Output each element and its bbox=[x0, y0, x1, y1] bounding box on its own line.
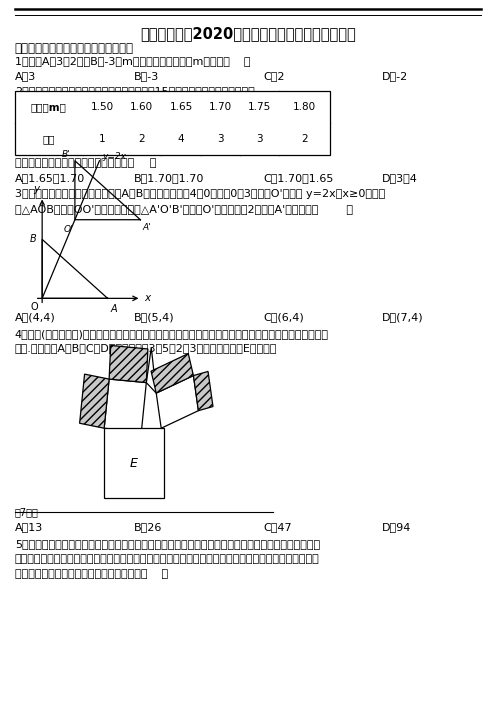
Text: y=2x: y=2x bbox=[102, 152, 126, 161]
Text: D: D bbox=[199, 386, 207, 396]
Text: 角形.若正方形A、B、C、D的边长分别是3、5、2、3，则最大正方形E的面积是: 角形.若正方形A、B、C、D的边长分别是3、5、2、3，则最大正方形E的面积是 bbox=[15, 343, 277, 353]
Text: O': O' bbox=[64, 225, 73, 234]
Polygon shape bbox=[104, 379, 146, 432]
Text: D．(7,4): D．(7,4) bbox=[382, 312, 424, 322]
Text: 1.60: 1.60 bbox=[130, 102, 153, 112]
Text: C．(6,4): C．(6,4) bbox=[263, 312, 304, 322]
Text: B．1.70，1.70: B．1.70，1.70 bbox=[134, 173, 204, 183]
Text: 第7题图: 第7题图 bbox=[15, 507, 39, 517]
Text: A': A' bbox=[143, 223, 151, 232]
Text: 一、选择题（每题只有一个答案正确）: 一、选择题（每题只有一个答案正确） bbox=[15, 42, 134, 55]
Text: 1.75: 1.75 bbox=[248, 102, 271, 112]
Text: C．47: C．47 bbox=[263, 522, 292, 531]
Polygon shape bbox=[109, 345, 148, 383]
Text: A．3: A．3 bbox=[15, 71, 36, 81]
Text: B: B bbox=[125, 359, 132, 369]
Text: 1．若点A（3，2）与B（-3，m）关于原点对称，则m的值是（    ）: 1．若点A（3，2）与B（-3，m）关于原点对称，则m的值是（ ） bbox=[15, 56, 250, 66]
Text: B: B bbox=[29, 234, 36, 244]
Text: E: E bbox=[130, 457, 138, 470]
Text: A: A bbox=[110, 304, 117, 314]
Text: 3: 3 bbox=[256, 134, 263, 144]
Bar bbox=[104, 428, 164, 498]
Text: A．(4,4): A．(4,4) bbox=[15, 312, 56, 322]
Text: A: A bbox=[91, 396, 98, 406]
Text: 1.70: 1.70 bbox=[209, 102, 232, 112]
Text: 放松．途中，她在路边的便利店挑选一瓶矿泉水，耽误了一段时间后继续骑行，愉快地到了公园．图中描: 放松．途中，她在路边的便利店挑选一瓶矿泉水，耽误了一段时间后继续骑行，愉快地到了… bbox=[15, 554, 319, 564]
Text: 5．周末小圆从家里出发骑单车去公园，因为她家与公园之间是一条笔直的自行车道，所以小圆骑得特别: 5．周末小圆从家里出发骑单车去公园，因为她家与公园之间是一条笔直的自行车道，所以… bbox=[15, 539, 320, 549]
Text: 1.50: 1.50 bbox=[91, 102, 114, 112]
Polygon shape bbox=[80, 374, 109, 428]
Text: A．13: A．13 bbox=[15, 522, 43, 531]
Text: 述了小圆路上的情景，下列说法中错误的是（    ）: 述了小圆路上的情景，下列说法中错误的是（ ） bbox=[15, 569, 168, 578]
Text: A．1.65，1.70: A．1.65，1.70 bbox=[15, 173, 85, 183]
Text: B': B' bbox=[62, 150, 70, 159]
Text: 1.80: 1.80 bbox=[293, 102, 316, 112]
Polygon shape bbox=[156, 376, 198, 428]
Text: 人数: 人数 bbox=[43, 134, 55, 144]
Text: 3: 3 bbox=[217, 134, 224, 144]
Text: 这些运动员跳高成绩的中位数和众数是（    ）: 这些运动员跳高成绩的中位数和众数是（ ） bbox=[15, 158, 156, 168]
Text: 4．如图(图在第二页)所示是一株美丽的勾股树，其中所有的四边形都是正方形，所有的三角形都是直角三: 4．如图(图在第二页)所示是一株美丽的勾股树，其中所有的四边形都是正方形，所有的… bbox=[15, 329, 329, 338]
Text: 将△AOB沿射线OO'方向平移后得到△A'O'B'，若点O'的横坐标为2，则点A'的坐标为（        ）: 将△AOB沿射线OO'方向平移后得到△A'O'B'，若点O'的横坐标为2，则点A… bbox=[15, 204, 353, 213]
Text: 2: 2 bbox=[302, 134, 308, 144]
Bar bbox=[15, 91, 330, 155]
Text: C．1.70，1.65: C．1.70，1.65 bbox=[263, 173, 333, 183]
Text: 1: 1 bbox=[99, 134, 106, 144]
Polygon shape bbox=[146, 347, 156, 393]
Text: 江苏省镇江市2020年初二下期末综合测试数学试题: 江苏省镇江市2020年初二下期末综合测试数学试题 bbox=[140, 26, 356, 41]
Text: D．94: D．94 bbox=[382, 522, 411, 531]
Text: B．(5,4): B．(5,4) bbox=[134, 312, 175, 322]
Text: 2: 2 bbox=[138, 134, 145, 144]
Text: D．3，4: D．3，4 bbox=[382, 173, 418, 183]
Text: 1.65: 1.65 bbox=[170, 102, 192, 112]
Polygon shape bbox=[151, 354, 193, 393]
Text: 4: 4 bbox=[178, 134, 185, 144]
Text: B．-3: B．-3 bbox=[134, 71, 159, 81]
Text: C: C bbox=[169, 369, 176, 378]
Text: D．-2: D．-2 bbox=[382, 71, 408, 81]
Text: O: O bbox=[31, 302, 38, 312]
Text: C．2: C．2 bbox=[263, 71, 284, 81]
Text: y: y bbox=[34, 185, 40, 194]
Text: 3．如图，在平面直角坐标系中，点A、B的坐标分别是（4，0）、（0，3），点O'在直线 y=2x（x≥0）上，: 3．如图，在平面直角坐标系中，点A、B的坐标分别是（4，0）、（0，3），点O'… bbox=[15, 189, 385, 199]
Text: B．26: B．26 bbox=[134, 522, 162, 531]
Text: 成绩（m）: 成绩（m） bbox=[31, 102, 66, 112]
Text: x: x bbox=[144, 293, 150, 303]
Text: 2．在一次学生田径运动会上，参加男子跳高的15名运动员的成绩如下表所示：: 2．在一次学生田径运动会上，参加男子跳高的15名运动员的成绩如下表所示： bbox=[15, 86, 254, 96]
Polygon shape bbox=[193, 371, 213, 411]
